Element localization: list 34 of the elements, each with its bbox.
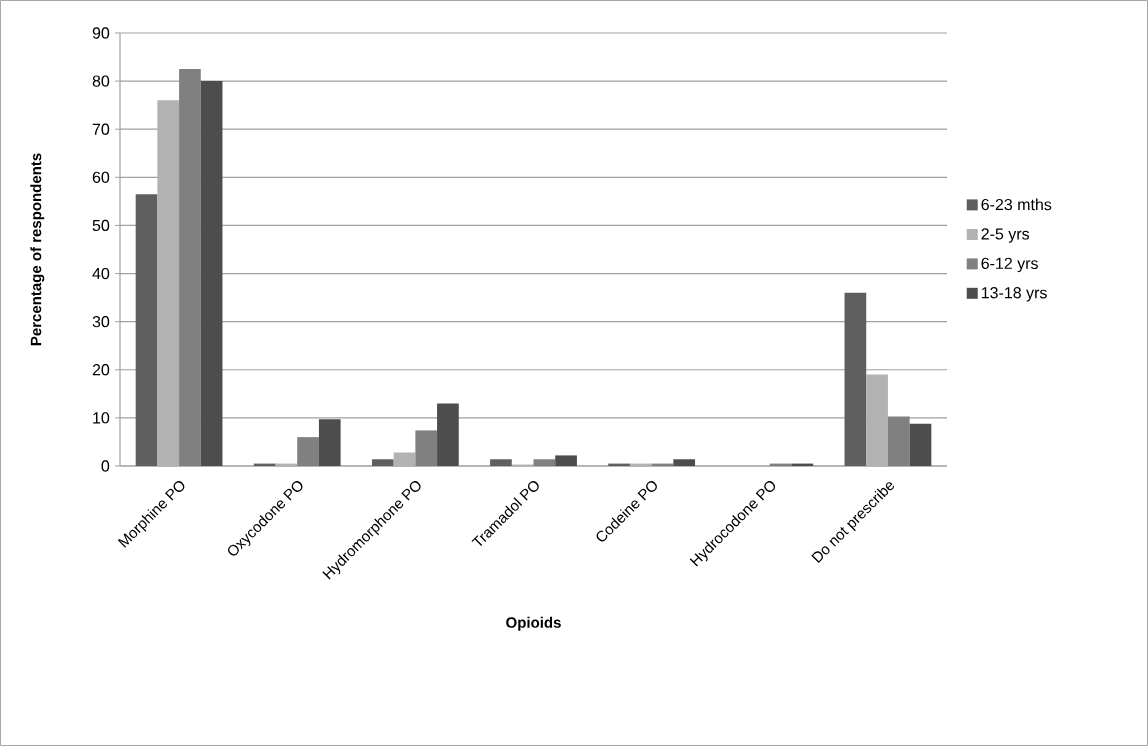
bar [490, 459, 512, 466]
legend-label: 6-23 mths [981, 198, 1052, 211]
x-axis-title: Opioids [506, 616, 561, 631]
bar [866, 374, 888, 466]
bar [157, 100, 180, 466]
bar [844, 292, 867, 466]
y-tick-label: 60 [92, 171, 110, 183]
y-tick-label: 70 [92, 123, 110, 135]
y-axis-title: Percentage of respondents [30, 153, 45, 346]
bar [393, 452, 416, 466]
bar [318, 419, 341, 466]
legend-label: 6-12 yrs [981, 257, 1038, 273]
bar [135, 194, 158, 466]
bar [371, 459, 394, 466]
y-tick-label: 50 [92, 219, 110, 232]
y-tick-label: 10 [93, 412, 110, 424]
bar [200, 81, 223, 466]
legend-label: 2-5 yrs [981, 228, 1030, 243]
y-tick-label: 90 [92, 27, 110, 39]
bar [887, 416, 910, 466]
y-tick-label: 30 [92, 316, 110, 328]
bar [297, 437, 319, 466]
bar [179, 69, 201, 466]
legend-label: 13-18 yrs [981, 287, 1047, 302]
y-tick-label: 80 [92, 75, 110, 87]
y-tick-label: 0 [101, 460, 110, 472]
bar [415, 430, 438, 466]
bar [437, 403, 459, 466]
y-tick-label: 40 [92, 267, 110, 280]
bar [909, 423, 932, 466]
y-tick-label: 20 [92, 364, 110, 376]
bar [533, 459, 556, 466]
bar [673, 459, 696, 466]
bar [555, 455, 577, 466]
